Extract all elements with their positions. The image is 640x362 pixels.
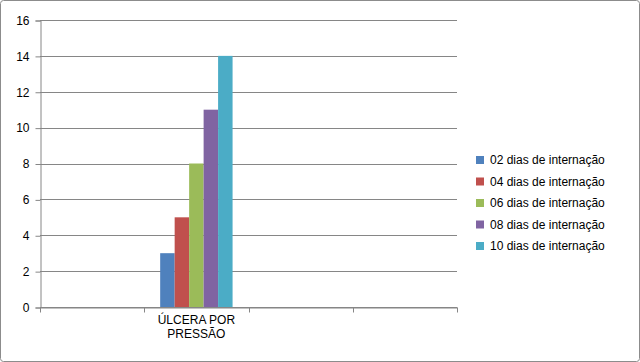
legend-item: 04 dias de internação (476, 175, 605, 189)
y-tick-label: 16 (16, 14, 30, 28)
y-tick-label: 14 (16, 50, 30, 64)
y-tick: 10 (16, 121, 40, 135)
x-tick-mark (144, 308, 145, 313)
grid-line (40, 20, 457, 21)
legend-item: 10 dias de internação (476, 239, 605, 253)
y-tick: 2 (23, 265, 41, 279)
y-tick-mark (36, 200, 41, 201)
grid-line (40, 128, 457, 129)
legend-label: 08 dias de internação (490, 218, 605, 232)
chart-frame (1, 1, 640, 362)
y-tick-label: 2 (23, 265, 30, 279)
y-tick: 12 (16, 86, 40, 100)
y-tick-mark (36, 21, 41, 22)
bar (175, 217, 189, 307)
y-tick-mark (36, 308, 41, 309)
grid-line (40, 199, 457, 200)
legend-label: 04 dias de internação (490, 175, 605, 189)
bar (204, 110, 218, 307)
x-tick-mark (40, 308, 41, 313)
y-axis: 0 2 4 6 8 10 12 14 16 (16, 14, 41, 315)
bar (160, 253, 174, 307)
y-tick: 4 (23, 229, 41, 243)
y-tick-mark (36, 56, 41, 57)
y-tick-label: 0 (23, 301, 30, 315)
legend-item: 06 dias de internação (476, 196, 605, 210)
y-tick-mark (36, 164, 41, 165)
legend-label: 10 dias de internação (490, 239, 605, 253)
grid-line (40, 164, 457, 165)
y-tick: 0 (23, 301, 41, 315)
y-tick-label: 12 (16, 86, 30, 100)
y-tick: 16 (16, 14, 40, 28)
legend-item: 02 dias de internação (476, 153, 605, 167)
bars (160, 56, 232, 307)
y-tick: 8 (23, 157, 41, 171)
x-boundary-ticks (41, 308, 458, 313)
grid-line (40, 307, 457, 308)
y-tick-label: 4 (23, 229, 30, 243)
x-tick: ÚLCERA PORPRESSÃO (158, 308, 236, 342)
x-tick-label-line: ÚLCERA POR (158, 312, 236, 327)
bar (218, 56, 232, 307)
x-tick-mark (457, 308, 458, 313)
grid-line (40, 271, 457, 272)
legend-swatch (476, 199, 484, 207)
y-tick-mark (36, 272, 41, 273)
legend: 02 dias de internação 04 dias de internaç… (476, 153, 605, 253)
legend-swatch (476, 221, 484, 229)
y-tick: 6 (23, 193, 41, 207)
bar (189, 164, 203, 308)
x-tick-mark (249, 308, 250, 313)
y-tick-label: 10 (16, 121, 30, 135)
legend-swatch (476, 178, 484, 186)
y-tick-mark (36, 236, 41, 237)
x-tick-label: ÚLCERA PORPRESSÃO (158, 312, 236, 341)
grid-line (40, 56, 457, 57)
legend-label: 02 dias de internação (490, 153, 605, 167)
y-axis-line (36, 21, 42, 308)
y-tick: 14 (16, 50, 40, 64)
legend-swatch (476, 156, 484, 164)
legend-swatch (476, 242, 484, 250)
x-tick-label-line: PRESSÃO (167, 327, 225, 341)
x-tick-mark (353, 308, 354, 313)
grid (40, 21, 457, 308)
legend-label: 06 dias de internação (490, 196, 605, 210)
chart: 0 2 4 6 8 10 12 14 16 ÚLCERA PORPRESSÃO 02 dias de… (0, 0, 640, 362)
y-tick-label: 6 (23, 193, 30, 207)
x-axis: ÚLCERA PORPRESSÃO (41, 308, 458, 342)
grid-line (40, 235, 457, 236)
y-tick-mark (36, 128, 41, 129)
legend-item: 08 dias de internação (476, 218, 605, 232)
grid-line (40, 92, 457, 93)
y-tick-label: 8 (23, 157, 30, 171)
y-tick-mark (36, 92, 41, 93)
